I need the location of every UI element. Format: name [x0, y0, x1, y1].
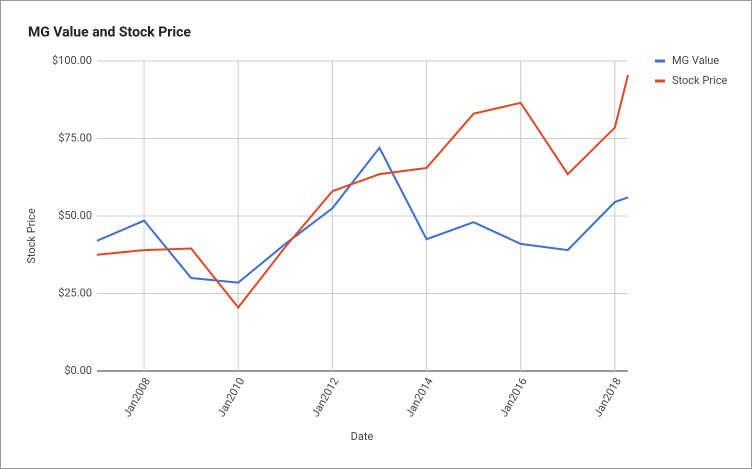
y-tick-label: $25.00 — [58, 286, 92, 299]
legend-label: Stock Price — [672, 74, 727, 87]
x-axis-label: Date — [351, 430, 374, 443]
series-line — [96, 145, 629, 284]
series-line — [96, 74, 629, 310]
chart-title: MG Value and Stock Price — [28, 25, 191, 41]
legend-label: MG Value — [672, 54, 719, 67]
y-tick-label: $100.00 — [52, 54, 92, 67]
y-tick-label: $0.00 — [64, 364, 92, 377]
y-axis-label: Stock Price — [25, 208, 38, 263]
y-tick-label: $75.00 — [58, 131, 92, 144]
y-tick-label: $50.00 — [58, 209, 92, 222]
